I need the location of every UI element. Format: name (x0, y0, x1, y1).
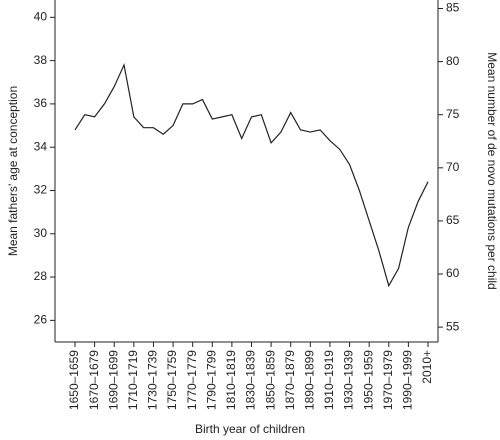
x-tick-label: 1670–1679 (87, 350, 101, 410)
y-tick-label: 28 (34, 269, 48, 283)
y2-tick-label: 85 (446, 1, 460, 15)
y2-tick-label: 80 (446, 54, 460, 68)
x-tick-label: 1930–1939 (342, 350, 356, 410)
x-tick-label: 1830–1839 (244, 350, 258, 410)
x-tick-label: 1730–1739 (146, 350, 160, 410)
x-tick-label: 1770–1779 (185, 350, 199, 410)
y-tick-label: 36 (34, 96, 48, 110)
x-tick-label: 1650–1659 (67, 350, 81, 410)
x-tick-label: 1950–1959 (361, 350, 375, 410)
y-tick-label: 26 (34, 313, 48, 327)
y2-tick-label: 55 (446, 319, 460, 333)
x-tick-label: 1870–1879 (283, 350, 297, 410)
x-tick-label: 1690–1699 (106, 350, 120, 410)
x-axis-label: Birth year of children (195, 422, 305, 436)
data-line (74, 62, 429, 288)
x-tick-label: 1910–1919 (322, 350, 336, 410)
y-tick-label: 34 (34, 139, 48, 153)
y-tick-label: 40 (34, 9, 48, 23)
x-tick-label: 1970–1979 (381, 350, 395, 410)
y2-axis-label: Mean number of de novo mutations per chi… (485, 52, 499, 289)
x-tick-label: 1790–1799 (204, 350, 218, 410)
y-tick-label: 32 (34, 183, 48, 197)
y2-tick-label: 75 (446, 107, 460, 121)
x-tick-label: 1890–1899 (303, 350, 317, 410)
x-tick-label: 1810–1819 (224, 350, 238, 410)
x-tick-label: 2010+ (420, 350, 434, 384)
y2-tick-label: 70 (446, 160, 460, 174)
y-axis-label: Mean fathers’ age at conception (6, 86, 20, 256)
y-tick-label: 30 (34, 226, 48, 240)
y2-tick-label: 60 (446, 266, 460, 280)
y-tick-label: 38 (34, 53, 48, 67)
x-tick-label: 1990–1999 (401, 350, 415, 410)
x-tick-label: 1710–1719 (126, 350, 140, 410)
y2-tick-label: 65 (446, 213, 460, 227)
x-tick-label: 1850–1859 (263, 350, 277, 410)
x-tick-label: 1750–1759 (165, 350, 179, 410)
